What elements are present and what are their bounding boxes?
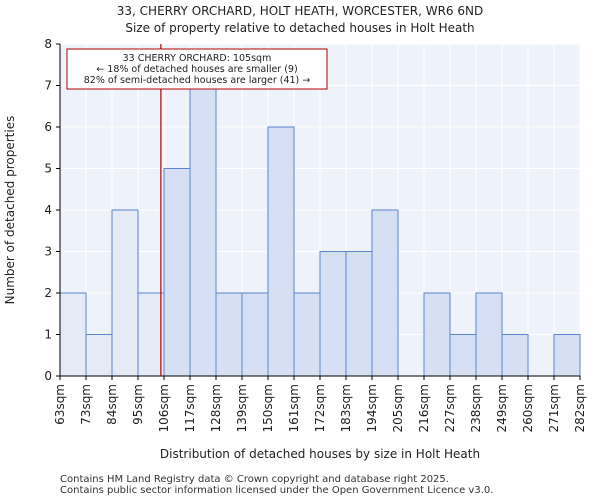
bar-139sqm xyxy=(241,292,269,377)
bar-73sqm xyxy=(85,334,113,377)
x-axis-label: Distribution of detached houses by size … xyxy=(160,447,480,461)
footer-line1: Contains HM Land Registry data © Crown c… xyxy=(60,474,449,485)
x-tick-label-8: 150sqm xyxy=(261,384,275,432)
x-tick-label-13: 205sqm xyxy=(391,384,405,432)
x-tick-label-10: 172sqm xyxy=(313,384,327,432)
x-tick-label-6: 128sqm xyxy=(209,384,223,432)
x-tick-label-12: 194sqm xyxy=(365,384,379,432)
x-tick-label-17: 249sqm xyxy=(495,384,509,432)
bar-150sqm xyxy=(267,126,295,377)
x-tick-label-2: 84sqm xyxy=(105,384,119,425)
x-tick-label-0: 63sqm xyxy=(53,384,67,425)
bar-238sqm xyxy=(475,292,503,377)
bar-194sqm xyxy=(371,209,399,377)
bar-95sqm xyxy=(137,292,165,377)
y-tick-label-7: 7 xyxy=(44,79,52,93)
y-tick-label-5: 5 xyxy=(44,162,52,176)
annotation-line-2: ← 18% of detached houses are smaller (9) xyxy=(96,64,297,75)
bar-161sqm xyxy=(293,292,321,377)
y-axis-label: Number of detached properties xyxy=(3,116,17,305)
x-tick-label-1: 73sqm xyxy=(79,384,93,425)
x-tick-label-19: 271sqm xyxy=(547,384,561,432)
y-tick-label-1: 1 xyxy=(44,328,52,342)
chart-title-line1: 33, CHERRY ORCHARD, HOLT HEATH, WORCESTE… xyxy=(116,4,484,18)
x-tick-label-3: 95sqm xyxy=(131,384,145,425)
y-tick-label-8: 8 xyxy=(44,37,52,51)
y-tick-label-0: 0 xyxy=(44,369,52,383)
bar-63sqm xyxy=(59,292,87,377)
x-tick-label-9: 161sqm xyxy=(287,384,301,432)
y-tick-label-4: 4 xyxy=(44,203,52,217)
y-tick-label-3: 3 xyxy=(44,245,52,259)
bar-84sqm xyxy=(111,209,139,377)
x-tick-label-7: 139sqm xyxy=(235,384,249,432)
x-tick-label-18: 260sqm xyxy=(521,384,535,432)
y-tick-label-6: 6 xyxy=(44,120,52,134)
bar-227sqm xyxy=(449,334,477,377)
bar-106sqm xyxy=(163,168,191,377)
bar-271sqm xyxy=(553,334,581,377)
annotation-line-1: 33 CHERRY ORCHARD: 105sqm xyxy=(123,53,272,64)
x-tick-label-16: 238sqm xyxy=(469,384,483,432)
bar-183sqm xyxy=(345,251,373,377)
x-tick-label-15: 227sqm xyxy=(443,384,457,432)
x-tick-label-5: 117sqm xyxy=(183,384,197,432)
y-tick-label-2: 2 xyxy=(44,286,52,300)
x-tick-label-20: 282sqm xyxy=(573,384,587,432)
x-tick-label-14: 216sqm xyxy=(417,384,431,432)
bar-216sqm xyxy=(423,292,451,377)
x-tick-label-11: 183sqm xyxy=(339,384,353,432)
bar-117sqm xyxy=(189,85,217,377)
chart-title-line2: Size of property relative to detached ho… xyxy=(125,21,475,35)
bar-249sqm xyxy=(501,334,529,377)
bar-172sqm xyxy=(319,251,347,377)
footer-line2: Contains public sector information licen… xyxy=(60,485,494,496)
annotation-box xyxy=(66,48,328,90)
x-tick-label-4: 106sqm xyxy=(157,384,171,432)
annotation-line-3: 82% of semi-detached houses are larger (… xyxy=(84,75,311,86)
bar-128sqm xyxy=(215,292,243,377)
